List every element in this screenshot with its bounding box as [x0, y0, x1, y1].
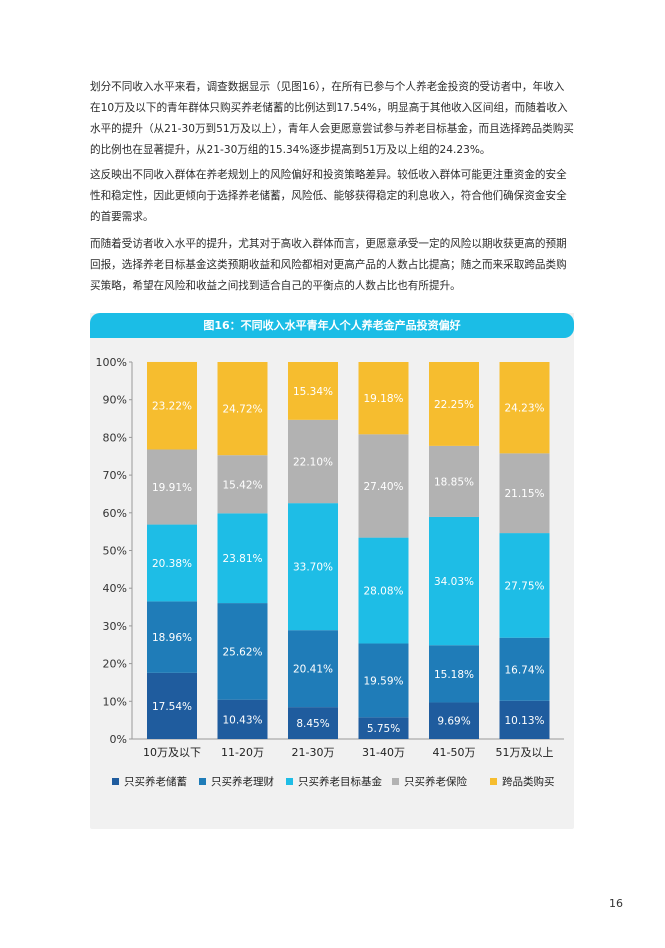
data-label: 18.85% [434, 476, 474, 488]
data-label: 21.15% [504, 488, 544, 500]
data-label: 15.42% [222, 479, 262, 491]
bar-segment [499, 362, 550, 454]
x-tick-label: 31-40万 [362, 746, 405, 759]
bar-segment [147, 361, 197, 450]
chart-title: 图16：不同收入水平青年人个人养老金产品投资偏好 [90, 313, 574, 338]
legend-label: 只买养老储蓄 [124, 775, 187, 788]
data-label: 22.10% [293, 456, 333, 468]
data-label: 27.40% [363, 481, 403, 493]
data-label: 19.91% [152, 482, 192, 494]
y-tick-label: 100% [96, 356, 127, 369]
bar-segment [147, 449, 197, 525]
y-tick-label: 0% [110, 733, 127, 746]
bar-segment [288, 630, 338, 708]
legend-swatch [199, 778, 206, 785]
page-number: 16 [609, 897, 623, 910]
bar-segment [429, 362, 479, 446]
legend-label: 跨品类购买 [502, 775, 555, 788]
bar-segment [288, 707, 338, 739]
paragraph-3: 而随着受访者收入水平的提升，尤其对于高收入群体而言，更愿意承受一定的风险以期收获… [90, 238, 567, 292]
paragraph-2: 这反映出不同收入群体在养老规划上的风险偏好和投资策略差异。较低收入群体可能更注重… [90, 169, 567, 223]
legend-swatch [286, 778, 293, 785]
data-label: 16.74% [504, 664, 544, 676]
bar-segment [288, 503, 338, 631]
legend-label: 只买养老理财 [211, 775, 274, 788]
bar-segment [429, 645, 479, 703]
x-tick-label: 11-20万 [221, 746, 264, 759]
y-tick-label: 80% [103, 431, 127, 444]
paragraph-1: 划分不同收入水平来看，调查数据显示（见图16），在所有已参与个人养老金投资的受访… [90, 81, 574, 156]
legend-swatch [392, 778, 399, 785]
x-tick-label: 41-50万 [433, 746, 476, 759]
y-tick-label: 60% [103, 507, 127, 520]
data-label: 27.75% [504, 580, 544, 592]
bar-segment [217, 699, 268, 739]
y-tick-label: 40% [103, 582, 127, 595]
y-tick-label: 90% [103, 394, 127, 407]
data-label: 5.75% [367, 723, 400, 735]
bar-segment [147, 524, 197, 602]
bar-segment [217, 455, 268, 514]
bar-segment [358, 643, 409, 718]
y-tick-label: 20% [103, 658, 127, 671]
data-label: 17.54% [152, 701, 192, 713]
bar-segment [217, 603, 268, 700]
bar-segment [358, 717, 409, 739]
data-label: 25.62% [222, 646, 262, 658]
y-tick-label: 30% [103, 620, 127, 633]
data-label: 10.13% [504, 715, 544, 727]
x-tick-label: 51万及以上 [496, 746, 554, 759]
legend-label: 只买养老保险 [404, 775, 467, 788]
legend-swatch [112, 778, 119, 785]
data-label: 10.43% [222, 714, 262, 726]
legend-label: 只买养老目标基金 [298, 775, 382, 788]
data-label: 34.03% [434, 576, 474, 588]
bar-segment [429, 516, 479, 646]
bar-segment [429, 702, 479, 739]
bar-segment [217, 362, 268, 456]
y-tick-label: 10% [103, 695, 127, 708]
data-label: 33.70% [293, 562, 333, 574]
x-tick-label: 21-30万 [292, 746, 335, 759]
data-label: 8.45% [296, 718, 329, 730]
data-label: 20.38% [152, 558, 192, 570]
bar-segment [147, 672, 197, 739]
data-label: 20.41% [293, 664, 333, 676]
data-label: 15.34% [293, 386, 333, 398]
legend-swatch [490, 778, 497, 785]
data-label: 22.25% [434, 399, 474, 411]
data-label: 23.22% [152, 401, 192, 413]
y-tick-label: 50% [103, 545, 127, 558]
data-label: 28.08% [363, 586, 403, 598]
data-label: 24.23% [504, 403, 544, 415]
data-label: 19.59% [363, 675, 403, 687]
bar-segment [499, 637, 550, 701]
y-tick-label: 70% [103, 469, 127, 482]
x-tick-label: 10万及以下 [143, 746, 201, 759]
bar-segment [429, 445, 479, 517]
data-label: 19.18% [363, 393, 403, 405]
bar-segment [147, 601, 197, 673]
bar-segment [499, 700, 550, 739]
data-label: 18.96% [152, 632, 192, 644]
stacked-bar-chart: 0% 10% 20% 30% 40% 50% 60% 70% 80% 90% 100% 17.54% 1… [96, 356, 564, 788]
bar-segment [358, 434, 409, 538]
data-label: 15.18% [434, 669, 474, 681]
bar-segment [288, 362, 338, 420]
bar-segment [499, 533, 550, 638]
bar-segment [499, 453, 550, 534]
bar-segment [358, 362, 409, 435]
data-label: 9.69% [437, 716, 470, 728]
data-label: 24.72% [222, 404, 262, 416]
bar-segment [358, 537, 409, 644]
bar-segment [288, 419, 338, 504]
bar-segment [217, 513, 268, 604]
data-label: 23.81% [222, 553, 262, 565]
